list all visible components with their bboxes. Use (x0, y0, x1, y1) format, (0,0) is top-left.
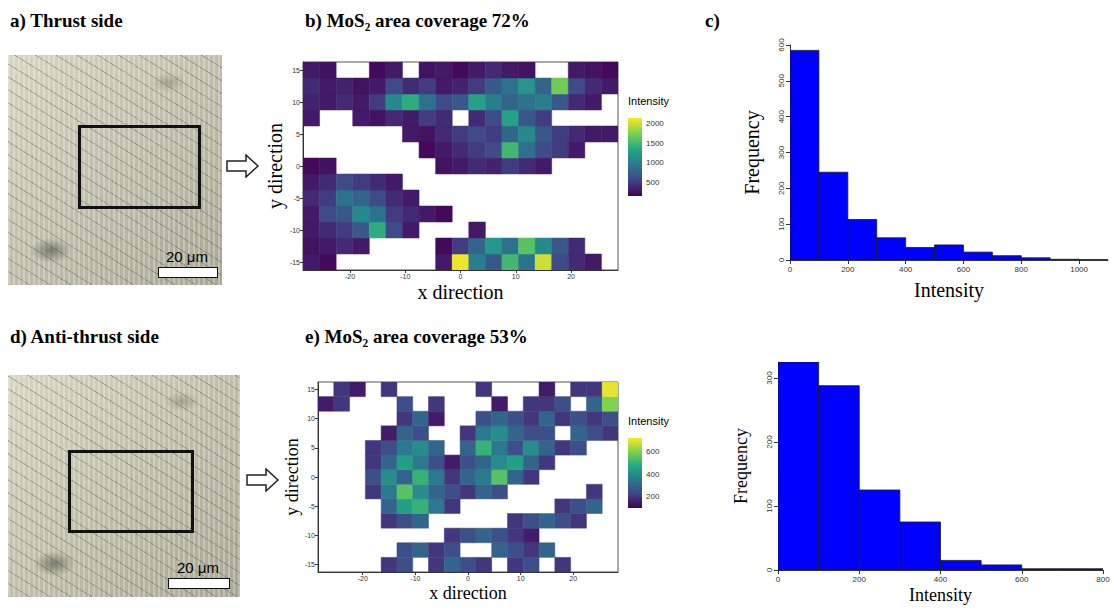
svg-text:300: 300 (765, 371, 774, 385)
svg-text:20: 20 (567, 273, 575, 280)
svg-text:-15: -15 (305, 561, 315, 568)
svg-text:10: 10 (512, 273, 520, 280)
html-text:20 μm: 20 μm (177, 559, 219, 576)
svg-text:600: 600 (1015, 575, 1029, 584)
svg-text:-10: -10 (410, 575, 420, 582)
svg-text:-5: -5 (309, 503, 315, 510)
svg-text:e) MoS₂ area coverage 53%: e) MoS₂ area coverage 53% (305, 326, 528, 348)
svg-text:-10: -10 (305, 532, 315, 539)
svg-text:Frequency: Frequency (731, 428, 751, 504)
svg-text:100: 100 (765, 499, 774, 513)
svg-text:10: 10 (307, 415, 315, 422)
svg-text:x direction: x direction (429, 583, 506, 603)
svg-text:d) Anti-thrust side: d) Anti-thrust side (10, 326, 159, 348)
svg-text:0: 0 (776, 575, 781, 584)
svg-text:-10: -10 (290, 227, 300, 234)
svg-text:y direction: y direction (282, 438, 302, 515)
svg-text:0: 0 (788, 265, 793, 274)
svg-text:400: 400 (646, 470, 660, 479)
svg-text:0: 0 (466, 575, 470, 582)
svg-text:0: 0 (311, 474, 315, 481)
svg-text:c): c) (705, 10, 720, 32)
svg-text:0: 0 (459, 273, 463, 280)
svg-text:2000: 2000 (646, 119, 664, 128)
svg-text:10: 10 (292, 99, 300, 106)
svg-text:200: 200 (646, 492, 660, 501)
svg-text:200: 200 (765, 435, 774, 449)
svg-text:600: 600 (957, 265, 971, 274)
svg-text:y direction: y direction (264, 123, 287, 209)
svg-text:400: 400 (899, 265, 913, 274)
svg-text:Intensity: Intensity (628, 415, 669, 427)
svg-text:-20: -20 (345, 273, 355, 280)
svg-text:Intensity: Intensity (909, 585, 972, 605)
svg-text:5: 5 (296, 131, 300, 138)
svg-text:1500: 1500 (646, 139, 664, 148)
svg-text:10: 10 (517, 575, 525, 582)
svg-text:500: 500 (646, 178, 660, 187)
svg-text:200: 200 (853, 575, 867, 584)
svg-text:-20: -20 (358, 575, 368, 582)
svg-text:200: 200 (841, 265, 855, 274)
svg-text:1000: 1000 (1070, 265, 1088, 274)
svg-text:Intensity: Intensity (914, 279, 984, 302)
svg-text:5: 5 (311, 444, 315, 451)
html-text:20 μm: 20 μm (166, 248, 208, 265)
svg-text:400: 400 (777, 109, 786, 123)
svg-text:300: 300 (777, 145, 786, 159)
svg-text:-10: -10 (400, 273, 410, 280)
svg-text:-5: -5 (294, 195, 300, 202)
svg-text:-15: -15 (290, 259, 300, 266)
svg-text:b) MoS₂ area coverage 72%: b) MoS₂ area coverage 72% (305, 10, 530, 32)
svg-text:15: 15 (292, 67, 300, 74)
svg-text:800: 800 (1015, 265, 1029, 274)
svg-text:800: 800 (1096, 575, 1110, 584)
svg-text:a) Thrust side: a) Thrust side (10, 10, 123, 32)
svg-text:Frequency: Frequency (741, 110, 764, 194)
svg-text:500: 500 (777, 74, 786, 88)
svg-text:x direction: x direction (417, 281, 503, 303)
svg-text:200: 200 (777, 181, 786, 195)
svg-text:400: 400 (934, 575, 948, 584)
svg-text:600: 600 (777, 38, 786, 52)
svg-text:0: 0 (296, 163, 300, 170)
svg-text:0: 0 (765, 567, 774, 572)
svg-text:15: 15 (307, 386, 315, 393)
svg-text:100: 100 (777, 217, 786, 231)
svg-text:600: 600 (646, 447, 660, 456)
svg-text:0: 0 (777, 257, 786, 262)
svg-text:1000: 1000 (646, 158, 664, 167)
svg-text:Intensity: Intensity (628, 95, 669, 107)
svg-text:20: 20 (569, 575, 577, 582)
